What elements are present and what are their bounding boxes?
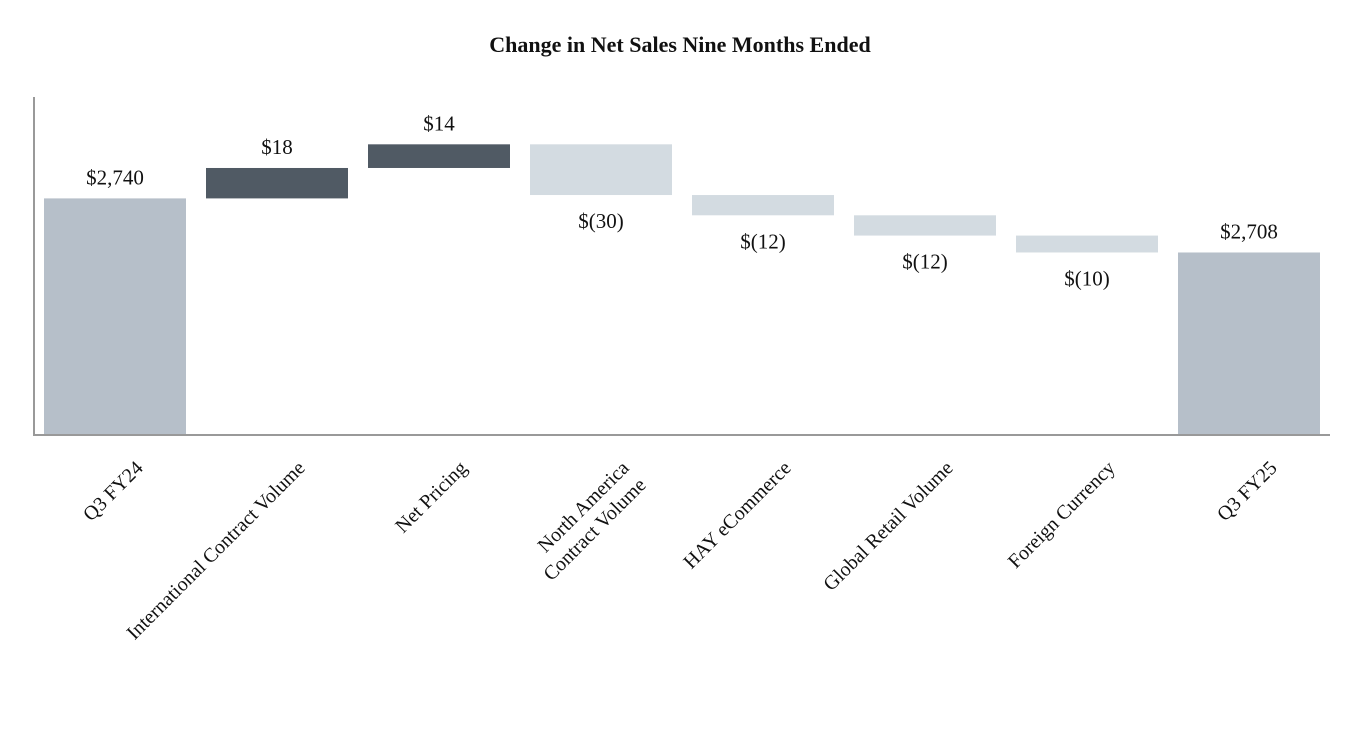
category-label-6: Foreign Currency — [1004, 457, 1120, 573]
category-label-3: North AmericaContract Volume — [522, 457, 650, 585]
data-label-2: $14 — [423, 111, 455, 135]
bar-0 — [44, 198, 186, 435]
bar-3 — [530, 144, 672, 196]
data-label-3: $(30) — [578, 209, 624, 233]
data-label-6: $(10) — [1064, 266, 1110, 290]
bar-2 — [368, 144, 510, 168]
data-label-4: $(12) — [740, 229, 786, 253]
bar-5 — [854, 215, 996, 236]
category-label-0: Q3 FY24 — [79, 457, 148, 526]
bar-4 — [692, 195, 834, 216]
category-label-5: Global Retail Volume — [819, 457, 957, 595]
data-label-5: $(12) — [902, 250, 948, 274]
category-label-2: Net Pricing — [391, 457, 471, 537]
data-label-0: $2,740 — [86, 165, 144, 189]
data-label-1: $18 — [261, 135, 293, 159]
category-label-1: International Contract Volume — [123, 457, 310, 644]
data-label-7: $2,708 — [1220, 219, 1278, 243]
category-label-7: Q3 FY25 — [1213, 457, 1282, 526]
bar-7 — [1178, 252, 1320, 435]
category-label-4: HAY eCommerce — [679, 457, 795, 573]
bar-1 — [206, 167, 348, 199]
bar-6 — [1016, 235, 1158, 253]
chart-title: Change in Net Sales Nine Months Ended — [489, 32, 870, 57]
